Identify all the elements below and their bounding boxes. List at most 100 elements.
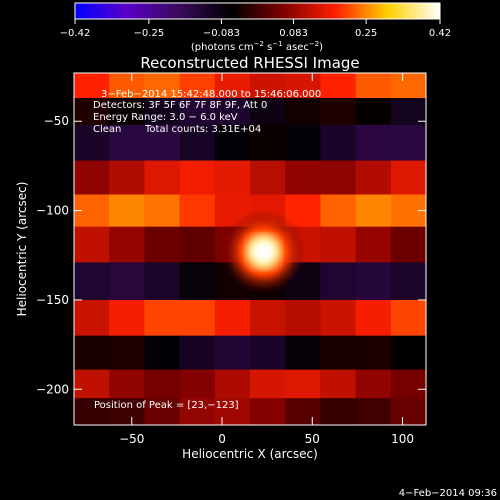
image-cell (214, 124, 251, 162)
image-cell (320, 124, 357, 162)
image-cell (390, 335, 426, 371)
image-cell (285, 398, 321, 425)
colorbar-units: (photons cm−2 s−1 asec−2) (191, 40, 323, 53)
image-cell (355, 398, 392, 425)
image-cell (109, 73, 145, 99)
image-cell (390, 160, 426, 196)
image-cell (214, 73, 251, 99)
annotation-time-range: 3−Feb−2014 15:42:48.000 to 15:46:06.000 (101, 89, 321, 100)
image-cell (214, 369, 251, 399)
footer-timestamp: 4−Feb−2014 09:36 (399, 488, 497, 499)
image-cell (74, 398, 110, 425)
image-cell (250, 160, 286, 196)
image-cell (285, 160, 321, 196)
image-cell (320, 98, 357, 126)
colorbar-tick-label: −0.25 (134, 28, 165, 39)
image-cell (320, 226, 357, 263)
image-cell (320, 160, 357, 196)
image-cell (74, 73, 110, 99)
x-tick-label: 100 (391, 432, 414, 446)
image-cell (144, 398, 181, 425)
image-cell (74, 299, 110, 337)
y-axis-label: Heliocentric Y (arcsec) (15, 182, 29, 317)
image-cell (285, 124, 321, 162)
image-cell (320, 73, 357, 99)
image-cell (250, 335, 286, 371)
image-cell (74, 262, 110, 301)
image-cell (74, 124, 110, 162)
image-cell (214, 398, 251, 425)
image-cell (320, 398, 357, 425)
image-cell (355, 369, 392, 399)
image-cell (109, 398, 145, 425)
image-cell (179, 160, 216, 196)
image-cell (144, 299, 181, 337)
image-cell (144, 369, 181, 399)
image-cell (74, 160, 110, 196)
peak-position-label: Position of Peak = [23,−123] (94, 400, 239, 411)
annotation-counts: Total counts: 3.31E+04 (144, 124, 261, 135)
image-cell (320, 335, 357, 371)
colorbar-tick-label: −0.083 (203, 28, 240, 39)
image-cell (390, 299, 426, 337)
image-cell (109, 369, 145, 399)
image-cell (214, 160, 251, 196)
image-cell (355, 335, 392, 371)
y-tick-label: −50 (44, 114, 69, 128)
image-cell (144, 194, 181, 228)
image-cell (179, 398, 216, 425)
image-cell (250, 124, 286, 162)
image-cell (320, 369, 357, 399)
image-cell (179, 369, 216, 399)
image-peak (221, 209, 306, 294)
image-cell (390, 369, 426, 399)
x-tick-label: 0 (218, 432, 226, 446)
image-cell (109, 262, 145, 301)
annotation-clean: Clean (93, 124, 121, 135)
image-cell (144, 124, 181, 162)
image-cell (285, 335, 321, 371)
image-cell (144, 262, 181, 301)
image-cell (390, 262, 426, 301)
image-cell (144, 98, 181, 126)
image-cell (355, 124, 392, 162)
image-cell (109, 194, 145, 228)
image-cell (214, 335, 251, 371)
image-cell (144, 335, 181, 371)
x-axis-ticks: −50 0 50 100 (119, 73, 414, 446)
image-cell (74, 335, 110, 371)
image-cell (109, 299, 145, 337)
image-cell (285, 73, 321, 99)
image-cell (214, 98, 251, 126)
image-cell (179, 73, 216, 99)
image-cell (179, 262, 216, 301)
chart-title: Reconstructed RHESSI Image (140, 54, 359, 72)
image-cell (250, 299, 286, 337)
y-axis-ticks: −50 −100 −150 −200 (36, 114, 426, 396)
colorbar-ticks: −0.42 −0.25 −0.083 0.083 0.25 0.42 (60, 19, 451, 39)
colorbar (74, 2, 441, 20)
colorbar-tick-label: 0.25 (355, 28, 377, 39)
image-cell (355, 73, 392, 99)
image-cell (109, 124, 145, 162)
image-cell (320, 299, 357, 337)
image-cell (355, 160, 392, 196)
image-cell (144, 160, 181, 196)
x-tick-label: 50 (305, 432, 320, 446)
image-cell (320, 262, 357, 301)
image-cell (179, 299, 216, 337)
peak-core (249, 237, 278, 266)
y-tick-label: −100 (36, 204, 69, 218)
y-tick-label: −150 (36, 293, 69, 307)
colorbar-tick-label: −0.42 (60, 28, 91, 39)
image-cell (179, 335, 216, 371)
image-cell (179, 98, 216, 126)
x-axis-label: Heliocentric X (arcsec) (182, 447, 318, 461)
image-cell (390, 398, 426, 425)
colorbar-tick-label: 0.083 (279, 28, 308, 39)
image-cell (390, 226, 426, 263)
image-cell (355, 98, 392, 126)
image-cell (109, 98, 145, 126)
image-cell (109, 226, 145, 263)
